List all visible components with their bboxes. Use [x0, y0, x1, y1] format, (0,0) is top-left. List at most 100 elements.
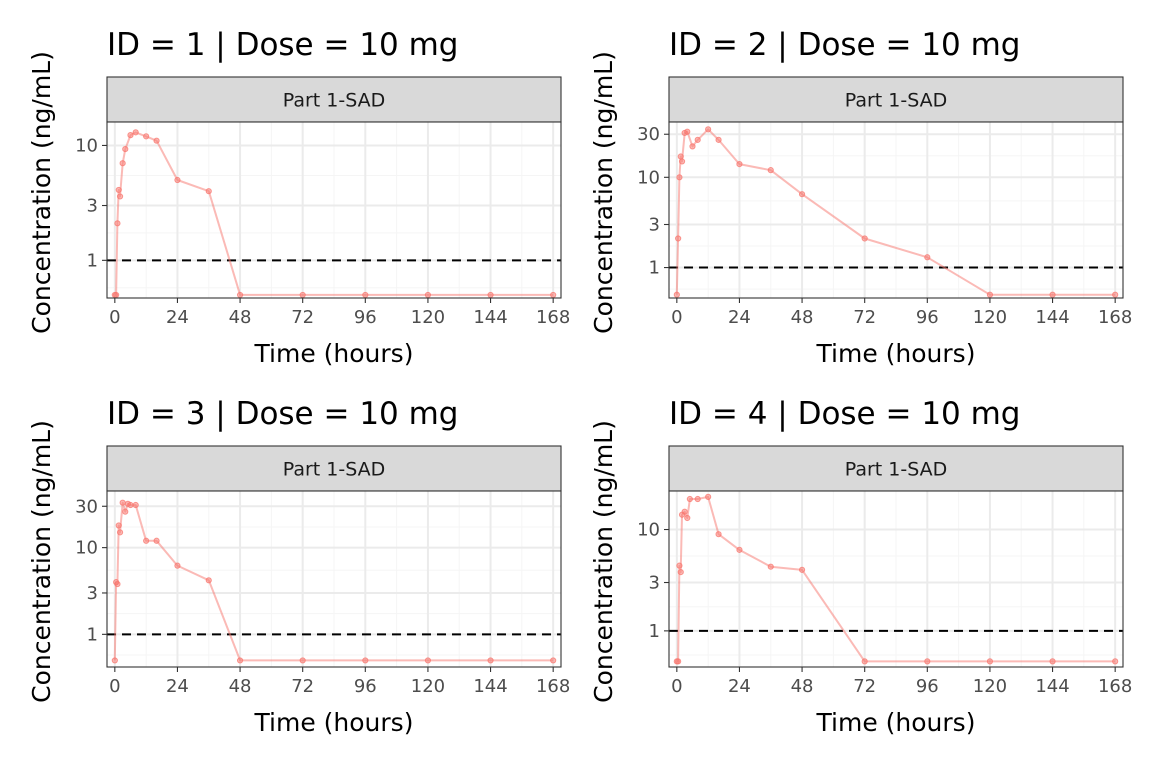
facet-strip [106, 76, 562, 123]
data-point [673, 291, 680, 298]
panel-border [106, 121, 562, 299]
data-point [694, 136, 701, 143]
x-axis-title: Time (hours) [254, 708, 414, 737]
panel-border [668, 490, 1124, 668]
y-tick-label: 3 [87, 196, 98, 217]
data-point [986, 291, 994, 298]
data-point [715, 136, 722, 143]
data-point [861, 658, 868, 665]
data-point [132, 501, 139, 509]
x-tick-label: 0 [671, 307, 682, 328]
data-point [705, 493, 712, 500]
y-tick-label: 1 [649, 258, 660, 279]
x-tick-label: 24 [166, 676, 189, 697]
data-point [1112, 658, 1119, 665]
data-point [236, 657, 244, 664]
panel-title: ID = 4 | Dose = 10 mg [669, 396, 1021, 432]
data-point [113, 291, 120, 299]
x-tick-label: 168 [536, 307, 570, 328]
data-point [686, 495, 693, 503]
x-tick-label: 72 [291, 307, 314, 328]
y-tick-label: 3 [649, 573, 660, 594]
data-point [424, 657, 432, 664]
data-point [705, 126, 712, 133]
data-point [143, 537, 150, 544]
x-tick-label: 96 [354, 307, 377, 328]
data-point [1049, 291, 1056, 298]
data-point [677, 153, 684, 160]
data-point [550, 291, 557, 299]
x-tick-label: 48 [791, 307, 814, 328]
data-point [676, 174, 683, 181]
data-point [236, 291, 244, 299]
x-tick-label: 24 [166, 307, 189, 328]
y-axis-title: Concentration (ng/mL) [589, 420, 618, 703]
facet-strip-label: Part 1-SAD [845, 459, 948, 481]
x-axis-title: Time (hours) [816, 339, 976, 368]
y-tick-label: 10 [637, 167, 660, 188]
data-point [550, 657, 557, 664]
panel-3: ID = 3 | Dose = 10 mg Part 1-SAD 0 24 48 72 96… [27, 396, 570, 737]
y-axis-title: Concentration (ng/mL) [589, 51, 618, 334]
data-point [119, 499, 126, 506]
data-point [127, 501, 134, 509]
x-tick-label: 0 [671, 676, 682, 697]
data-point [798, 191, 806, 198]
data-point [986, 658, 994, 665]
data-point [362, 291, 369, 299]
x-tick-label: 96 [916, 307, 939, 328]
y-tick-label: 1 [649, 621, 660, 642]
x-tick-label: 48 [791, 676, 814, 697]
data-point [715, 531, 722, 538]
y-tick-label: 10 [75, 538, 98, 559]
x-tick-label: 144 [1035, 676, 1069, 697]
data-point [205, 577, 212, 584]
x-axis-title: Time (hours) [816, 708, 976, 737]
data-point [299, 657, 306, 664]
data-point [924, 658, 931, 665]
y-tick-label: 1 [87, 250, 98, 271]
data-point [122, 508, 129, 515]
data-point [424, 291, 432, 299]
data-point [1049, 658, 1056, 665]
data-point [1112, 291, 1119, 298]
x-tick-label: 120 [411, 676, 445, 697]
x-tick-label: 144 [1035, 307, 1069, 328]
y-tick-label: 30 [75, 496, 98, 517]
data-point [127, 132, 134, 139]
data-point [681, 508, 688, 515]
y-tick-label: 10 [75, 135, 98, 156]
data-point [861, 235, 868, 242]
data-point [174, 176, 181, 184]
x-tick-label: 0 [109, 307, 120, 328]
data-point [143, 133, 150, 140]
x-tick-label: 72 [291, 676, 314, 697]
data-point [153, 537, 160, 544]
data-point [362, 657, 369, 664]
x-tick-label: 120 [411, 307, 445, 328]
y-tick-label: 10 [637, 520, 660, 541]
data-point [132, 129, 139, 136]
x-tick-label: 72 [853, 676, 876, 697]
data-point [119, 160, 126, 167]
data-point [116, 529, 124, 536]
data-point [675, 235, 682, 242]
x-tick-label: 168 [536, 676, 570, 697]
data-point [111, 657, 118, 664]
x-tick-label: 24 [728, 307, 751, 328]
data-point [153, 137, 160, 144]
data-point [114, 220, 121, 227]
data-point [798, 566, 806, 573]
x-tick-label: 72 [853, 307, 876, 328]
x-tick-label: 48 [229, 307, 252, 328]
y-tick-label: 3 [649, 214, 660, 235]
y-tick-label: 1 [87, 624, 98, 645]
x-tick-label: 48 [229, 676, 252, 697]
x-tick-label: 144 [473, 307, 507, 328]
y-axis-title: Concentration (ng/mL) [27, 420, 56, 703]
panel-2: ID = 2 | Dose = 10 mg Part 1-SAD 0 24 48 72 96… [589, 27, 1132, 368]
facet-strip [106, 445, 562, 492]
facet-strip [668, 445, 1124, 492]
x-tick-label: 168 [1098, 307, 1132, 328]
x-tick-label: 24 [728, 676, 751, 697]
